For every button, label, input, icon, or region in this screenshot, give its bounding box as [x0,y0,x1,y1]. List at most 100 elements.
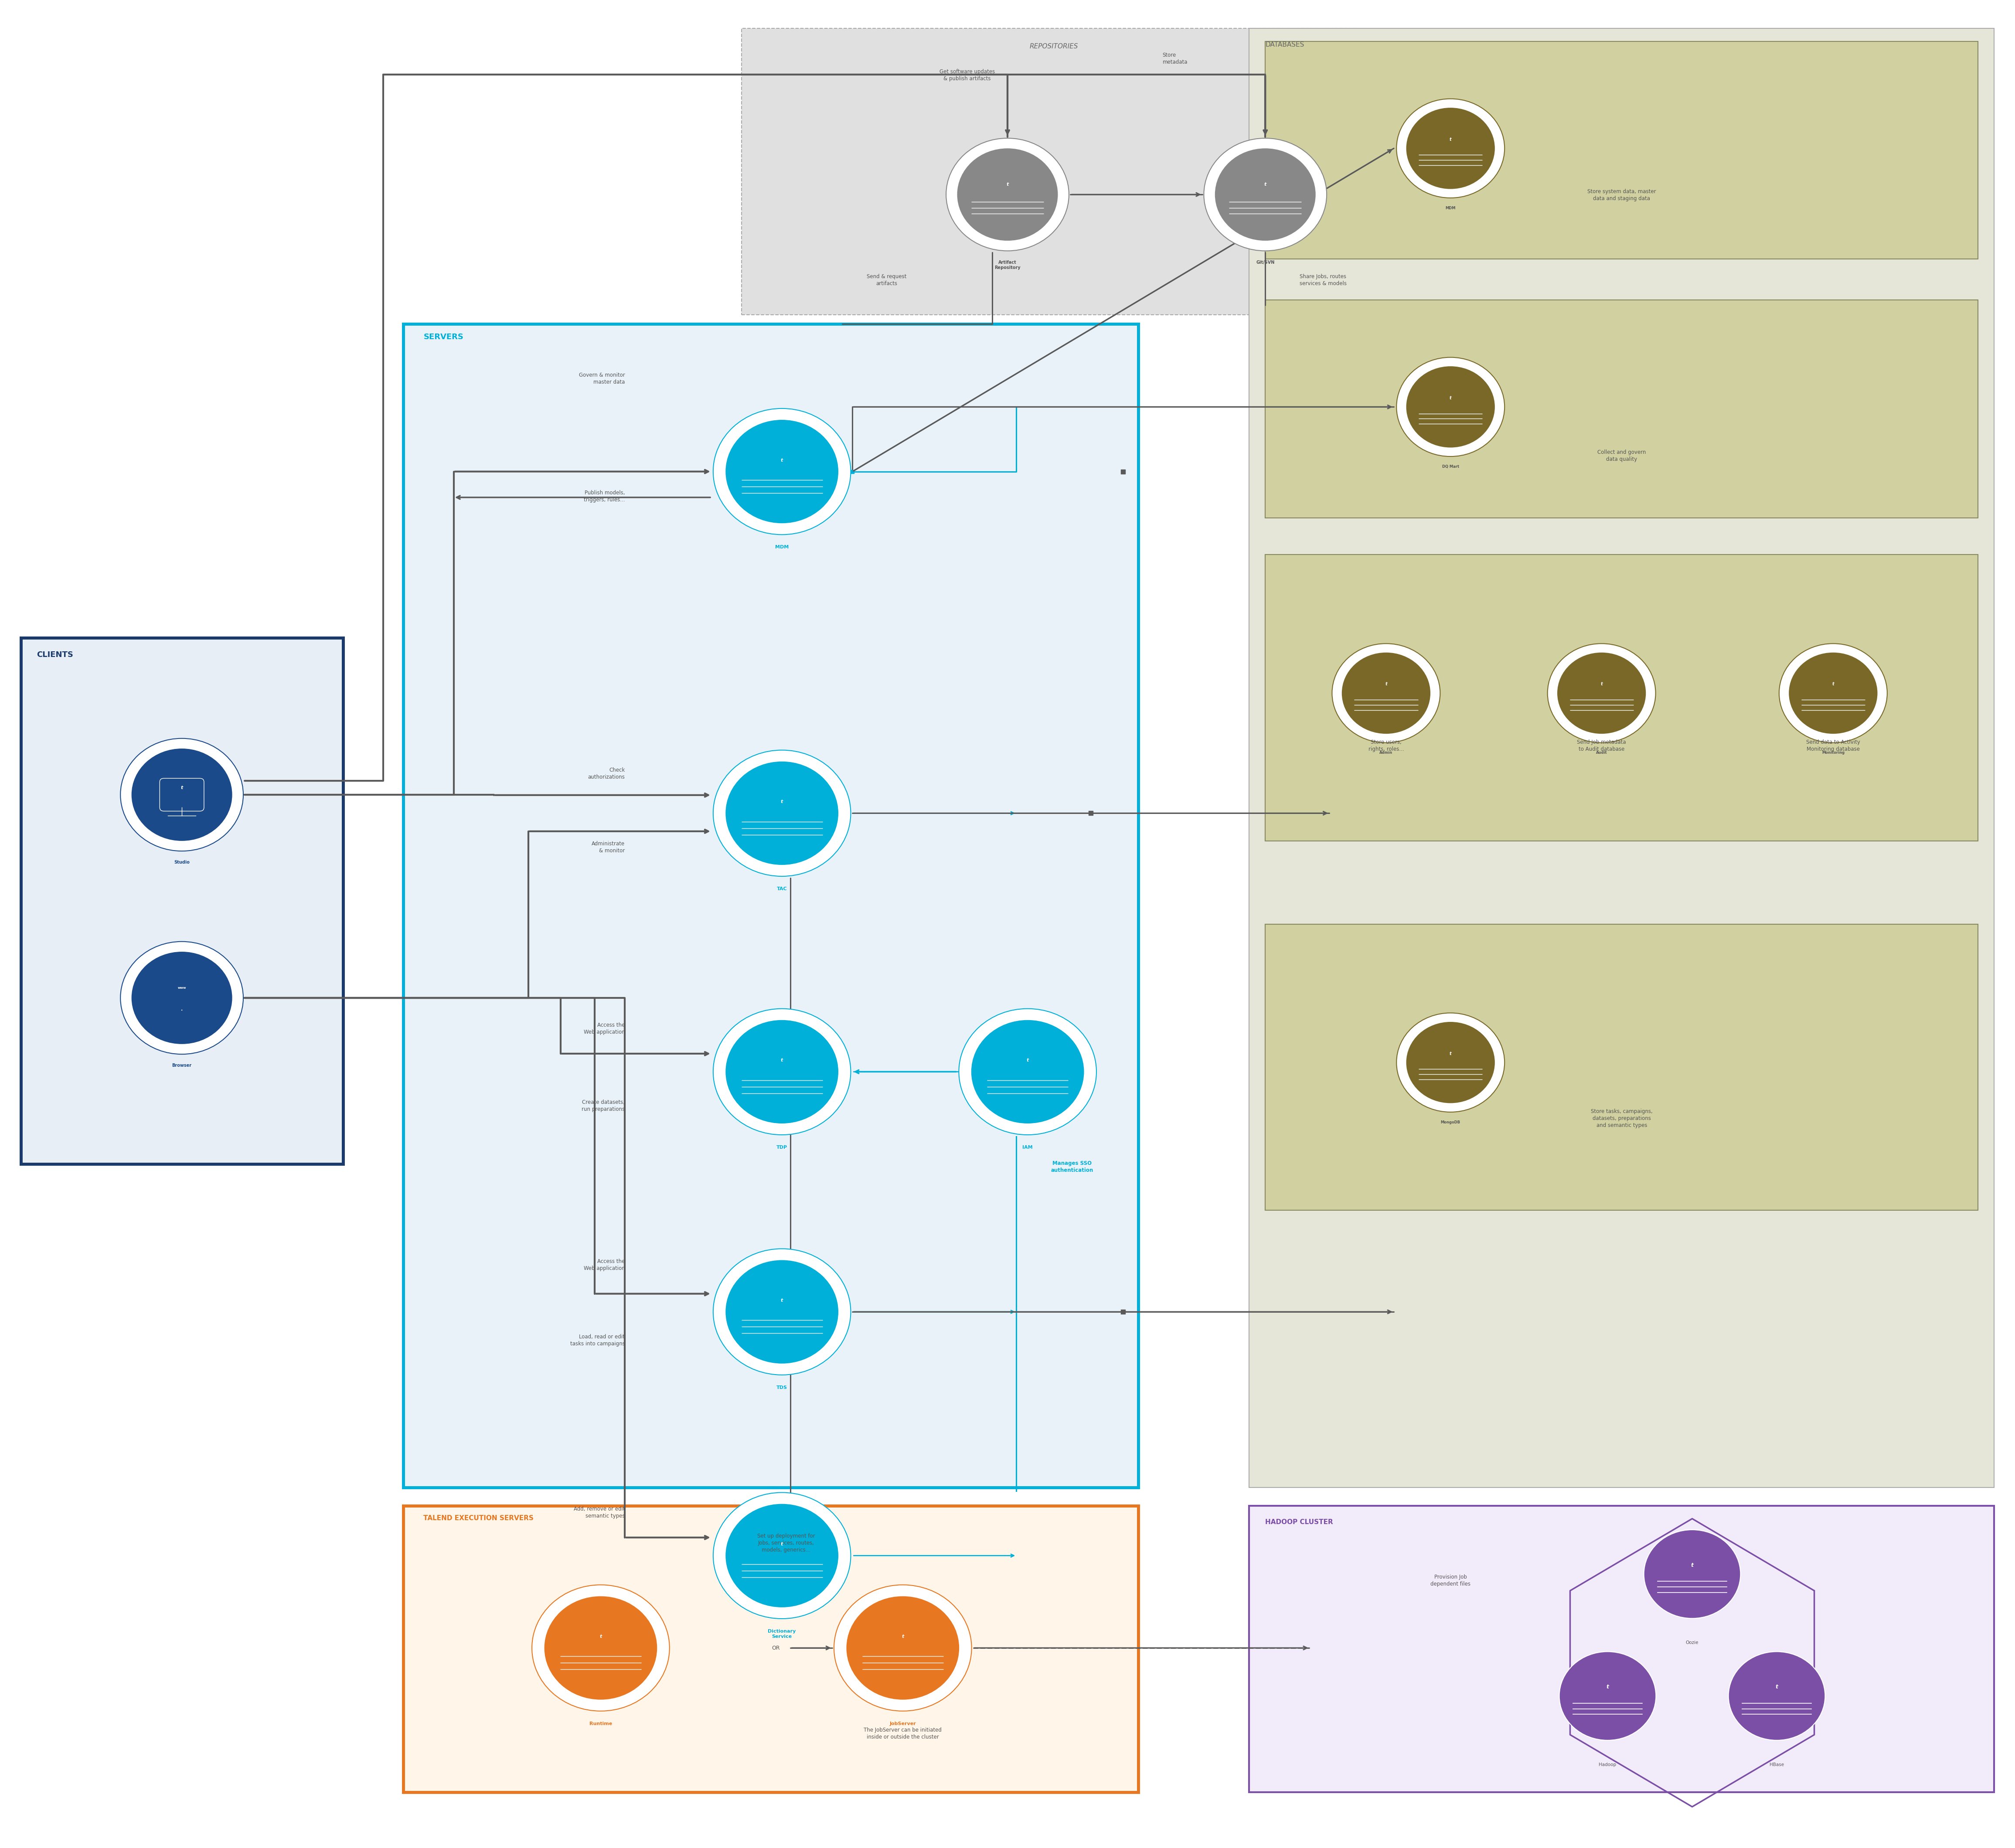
Circle shape [131,952,232,1044]
Text: Manages SSO
authentication: Manages SSO authentication [1050,1161,1094,1173]
Circle shape [131,748,232,841]
Text: Artifact
Repository: Artifact Repository [995,261,1020,270]
Text: Govern & monitor
master data: Govern & monitor master data [578,371,625,384]
Text: DATABASES: DATABASES [1265,41,1304,48]
Text: Store system data, master
data and staging data: Store system data, master data and stagi… [1588,188,1656,201]
Text: CLIENTS: CLIENTS [36,650,73,658]
Bar [1249,28,1995,1488]
Text: Studio: Studio [173,861,189,865]
Circle shape [713,1009,850,1135]
Text: SERVERS: SERVERS [423,333,463,340]
Text: Store tasks, campaigns,
datasets, preparations
and semantic types: Store tasks, campaigns, datasets, prepar… [1590,1109,1652,1129]
Text: HADOOP CLUSTER: HADOOP CLUSTER [1265,1519,1334,1525]
Bar [1265,299,1979,517]
Circle shape [957,148,1058,240]
Circle shape [544,1597,657,1700]
Circle shape [725,1020,838,1124]
Text: Store
metadata: Store metadata [1163,52,1187,65]
Bar [1265,554,1979,841]
Circle shape [1396,357,1505,456]
Circle shape [1779,643,1888,743]
Circle shape [1560,1652,1656,1741]
Text: Git/SVN: Git/SVN [1255,261,1275,264]
Text: t: t [1263,183,1267,187]
Circle shape [1548,643,1656,743]
Text: t: t [780,1299,784,1303]
Text: Get software updates
& publish artifacts: Get software updates & publish artifacts [939,68,995,81]
Text: JobServer: JobServer [889,1720,917,1726]
Circle shape [121,739,244,852]
Text: Send & request
artifacts: Send & request artifacts [866,274,907,286]
Circle shape [947,139,1068,251]
Circle shape [725,761,838,865]
Text: t: t [1449,137,1451,142]
Text: MDM: MDM [776,545,788,549]
Text: t: t [1775,1684,1777,1689]
Text: Share Jobs, routes
services & models: Share Jobs, routes services & models [1300,274,1346,286]
Text: OR: OR [772,1645,780,1650]
Text: Hadoop: Hadoop [1598,1763,1616,1767]
Circle shape [725,1260,838,1364]
Text: TDP: TDP [776,1146,788,1149]
Text: Audit: Audit [1596,750,1608,754]
Circle shape [713,1493,850,1619]
Text: REPOSITORIES: REPOSITORIES [1030,43,1078,50]
Text: t: t [1691,1562,1693,1569]
Circle shape [959,1009,1096,1135]
Text: t: t [1606,1684,1608,1689]
Text: Admin: Admin [1380,750,1392,754]
Text: Access the
Web application: Access the Web application [584,1022,625,1035]
Text: Collect and govern
data quality: Collect and govern data quality [1598,449,1646,462]
Bar [403,1506,1138,1793]
Circle shape [1789,652,1878,734]
Text: t: t [1832,682,1834,686]
Bar [1265,924,1979,1210]
Text: t: t [1449,395,1451,401]
Circle shape [532,1586,669,1711]
Text: TDS: TDS [776,1386,788,1390]
Text: t: t [780,1541,784,1547]
Text: Check
authorizations: Check authorizations [588,767,625,780]
Text: MDM: MDM [1445,205,1455,211]
Text: Store users,
rights, roles...: Store users, rights, roles... [1368,739,1404,752]
Bar [742,28,1366,314]
Text: TALEND EXECUTION SERVERS: TALEND EXECUTION SERVERS [423,1515,534,1521]
Circle shape [713,408,850,534]
Text: Monitoring: Monitoring [1822,750,1844,754]
Circle shape [1406,1022,1495,1103]
Text: www: www [177,987,185,989]
Circle shape [1342,652,1431,734]
Text: Provision Job
dependent files: Provision Job dependent files [1431,1574,1471,1587]
Circle shape [1215,148,1316,240]
Text: Access the
Web application: Access the Web application [584,1258,625,1271]
Circle shape [725,419,838,523]
Text: t: t [1384,682,1386,686]
Text: t: t [780,458,784,462]
Bar [403,323,1138,1488]
Circle shape [1644,1530,1741,1619]
Circle shape [1396,1013,1505,1112]
Circle shape [1729,1652,1826,1741]
Bar [20,638,343,1164]
Text: The JobServer can be initiated
inside or outside the cluster: The JobServer can be initiated inside or… [864,1728,941,1741]
Text: MongoDB: MongoDB [1441,1120,1461,1124]
Text: Send Job metadata
to Audit database: Send Job metadata to Audit database [1578,739,1626,752]
Circle shape [121,941,244,1053]
Circle shape [834,1586,971,1711]
Circle shape [713,750,850,876]
Text: t: t [600,1634,602,1639]
Text: TAC: TAC [778,887,788,891]
Bar [1249,1506,1995,1793]
Circle shape [846,1597,959,1700]
Circle shape [1406,107,1495,188]
Text: t: t [1005,183,1010,187]
Circle shape [725,1504,838,1608]
Text: Oozie: Oozie [1687,1641,1699,1645]
Text: t: t [1026,1059,1030,1063]
Text: t: t [181,785,183,789]
Text: t: t [1449,1052,1451,1055]
Text: Dictionary
Service: Dictionary Service [768,1630,796,1639]
Text: t: t [1600,682,1602,686]
Text: t: t [780,1059,784,1063]
Text: IAM: IAM [1022,1146,1034,1149]
